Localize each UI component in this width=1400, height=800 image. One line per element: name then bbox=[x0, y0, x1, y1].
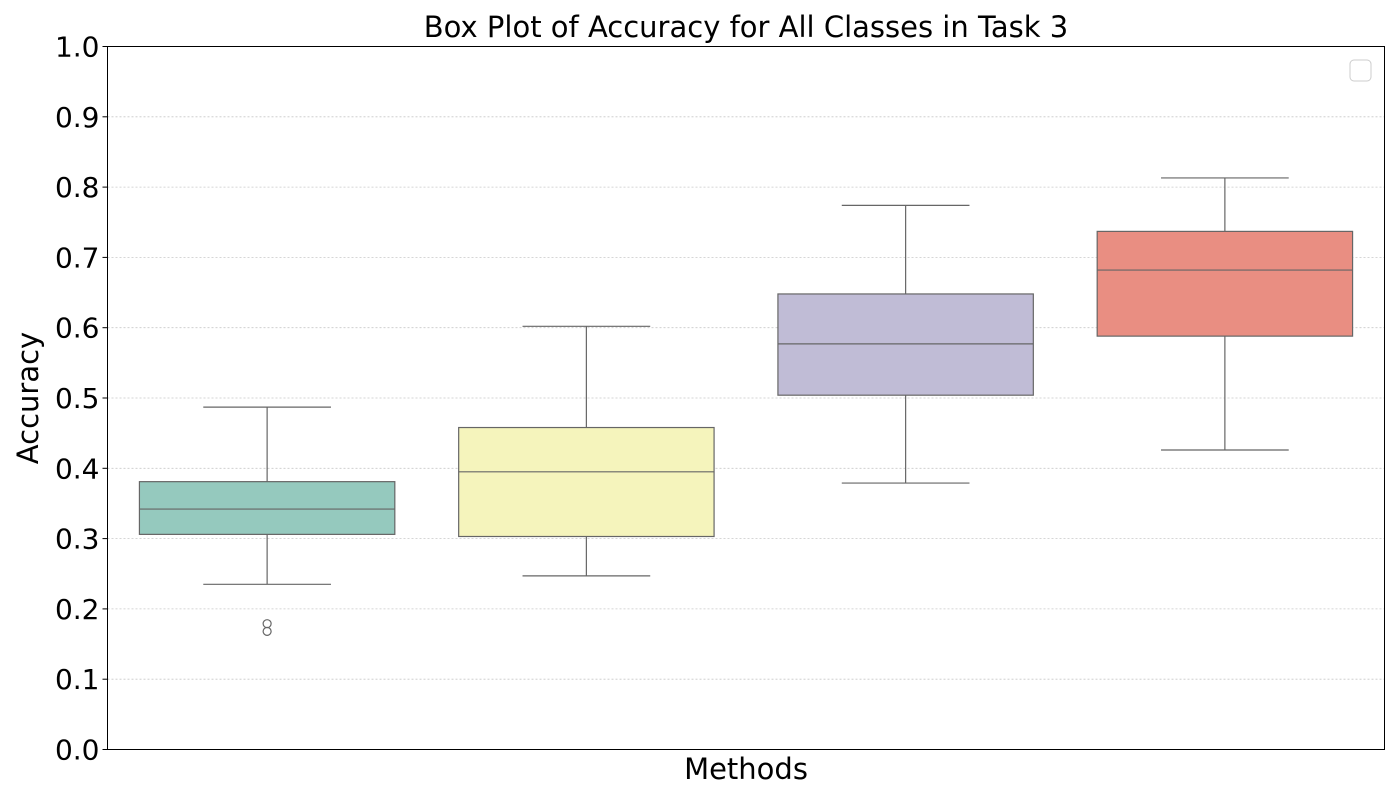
y-tick-label: 0.6 bbox=[55, 312, 100, 345]
y-tick-label: 0.1 bbox=[55, 663, 100, 696]
y-tick-label: 0.2 bbox=[55, 593, 100, 626]
box-body bbox=[777, 293, 1034, 396]
y-tick-label: 0.3 bbox=[55, 523, 100, 556]
y-tick-label: 0.8 bbox=[55, 171, 100, 204]
chart-title: Box Plot of Accuracy for All Classes in … bbox=[424, 10, 1068, 44]
y-tick-label: 0.4 bbox=[55, 452, 100, 485]
y-axis-label: Accuracy bbox=[11, 332, 45, 464]
box-1 bbox=[138, 406, 396, 636]
outlier-point bbox=[262, 626, 272, 636]
y-tick-label: 0.7 bbox=[55, 241, 100, 274]
x-axis-label: Methods bbox=[684, 752, 808, 786]
legend-box bbox=[1349, 59, 1372, 82]
y-tick-label: 1.0 bbox=[55, 31, 100, 64]
outlier-point bbox=[262, 619, 272, 629]
box-body bbox=[138, 481, 396, 535]
y-tick-label: 0.5 bbox=[55, 382, 100, 415]
y-tick-label: 0.9 bbox=[55, 101, 100, 134]
box-body bbox=[458, 426, 715, 538]
grid-lines bbox=[107, 116, 1385, 680]
boxes-group bbox=[138, 177, 1354, 636]
box-4 bbox=[1096, 177, 1354, 451]
box-3 bbox=[777, 204, 1034, 484]
y-axis-ticks: 0.0 0.1 0.2 0.3 0.4 0.5 0.6 0.7 0.8 0.9 1.0 bbox=[55, 31, 108, 767]
box-body bbox=[1096, 230, 1354, 337]
box-2 bbox=[458, 325, 715, 577]
y-tick-label: 0.0 bbox=[55, 734, 100, 767]
